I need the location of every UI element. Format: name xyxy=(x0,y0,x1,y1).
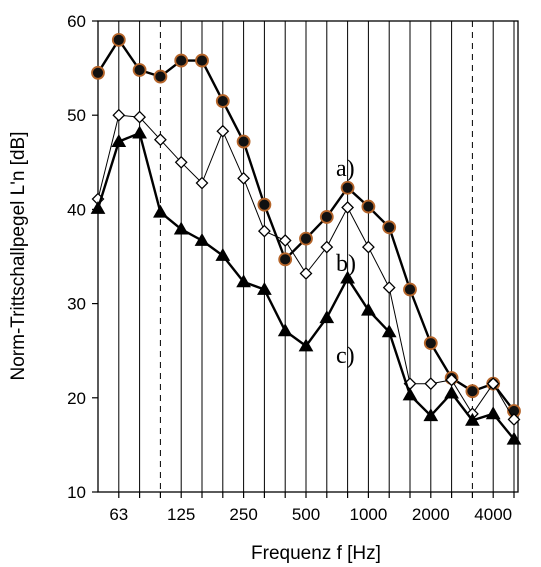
data-point-diamond xyxy=(153,133,167,147)
data-point-circle xyxy=(153,69,168,84)
data-point-circle xyxy=(132,63,147,77)
plot-frame xyxy=(97,20,519,493)
series-2 xyxy=(90,125,522,445)
y-tick-label: 10 xyxy=(67,483,86,502)
x-tick-label: 125 xyxy=(167,505,195,524)
data-point-triangle xyxy=(132,125,147,139)
data-point-triangle xyxy=(319,310,335,324)
data-point-diamond xyxy=(382,281,396,295)
data-point-triangle xyxy=(361,302,376,316)
data-point-diamond xyxy=(216,124,230,138)
data-point-circle xyxy=(236,134,251,149)
data-point-triangle xyxy=(423,408,439,422)
data-point-triangle xyxy=(257,281,272,295)
data-point-diamond xyxy=(133,110,147,124)
x-tick-label: 1000 xyxy=(349,505,387,524)
data-point-triangle xyxy=(173,221,189,235)
data-point-circle xyxy=(403,282,417,297)
data-point-diamond xyxy=(320,240,334,254)
series-label-b: b) xyxy=(336,251,356,277)
data-point-diamond xyxy=(195,176,209,190)
data-point-triangle xyxy=(236,274,251,288)
data-point-circle xyxy=(340,180,355,195)
data-point-diamond xyxy=(424,377,438,391)
y-tick-label: 50 xyxy=(67,106,86,125)
data-point-circle xyxy=(423,336,438,351)
data-point-triangle xyxy=(153,204,168,218)
data-point-diamond xyxy=(174,155,188,169)
data-point-diamond xyxy=(341,201,355,214)
data-point-triangle xyxy=(444,385,459,399)
data-point-circle xyxy=(195,53,209,68)
grid xyxy=(118,21,515,492)
data-point-circle xyxy=(382,220,397,235)
data-point-diamond xyxy=(299,267,313,280)
x-axis-label: Frequenz f [Hz] xyxy=(251,543,381,564)
data-point-diamond xyxy=(257,224,271,238)
data-point-triangle xyxy=(277,323,293,337)
y-tick-label: 60 xyxy=(67,12,86,31)
data-point-diamond xyxy=(507,413,521,426)
data-point-triangle xyxy=(402,387,418,401)
data-point-triangle xyxy=(111,134,127,147)
y-tick-label: 30 xyxy=(67,295,86,314)
data-point-diamond xyxy=(278,234,292,247)
y-tick-label: 20 xyxy=(67,389,86,408)
data-point-circle xyxy=(465,384,480,399)
series-0 xyxy=(91,32,521,418)
data-point-circle xyxy=(215,94,230,108)
series-label-c: c) xyxy=(336,343,355,369)
x-tick-label: 250 xyxy=(229,505,257,524)
data-point-circle xyxy=(111,32,126,47)
x-tick-label: 63 xyxy=(109,505,128,524)
data-point-triangle xyxy=(340,270,355,284)
data-point-triangle xyxy=(194,232,210,246)
series-label-a: a) xyxy=(336,156,355,182)
data-point-circle xyxy=(91,65,105,80)
data-point-triangle xyxy=(506,431,522,445)
y-tick-label: 40 xyxy=(67,200,86,219)
data-point-circle xyxy=(361,199,376,214)
data-point-diamond xyxy=(361,240,375,254)
series-1 xyxy=(91,108,521,426)
data-point-circle xyxy=(174,53,189,68)
data-point-triangle xyxy=(298,338,314,352)
data-point-diamond xyxy=(445,373,459,387)
x-tick-label: 4000 xyxy=(474,505,512,524)
axis-ticks: 10 20 30 40 50 60 63 125 250 500 1000 2000 4000 xyxy=(67,12,515,524)
data-point-circle xyxy=(278,252,293,267)
data-point-circle xyxy=(319,210,334,224)
data-point-diamond xyxy=(237,171,251,185)
data-point-triangle xyxy=(485,406,501,420)
data-point-triangle xyxy=(465,412,480,426)
y-axis-label: Norm-Trittschallpegel L'n [dB] xyxy=(8,132,29,381)
data-point-diamond xyxy=(112,108,126,122)
data-point-triangle xyxy=(215,248,231,261)
data-point-triangle xyxy=(381,324,397,338)
data-point-circle xyxy=(299,231,313,246)
data-point-circle xyxy=(257,197,272,212)
data-point-diamond xyxy=(486,377,500,391)
data-point-triangle xyxy=(90,200,106,214)
x-tick-label: 500 xyxy=(292,505,320,524)
series-layer xyxy=(90,32,522,445)
x-tick-label: 2000 xyxy=(412,505,450,524)
